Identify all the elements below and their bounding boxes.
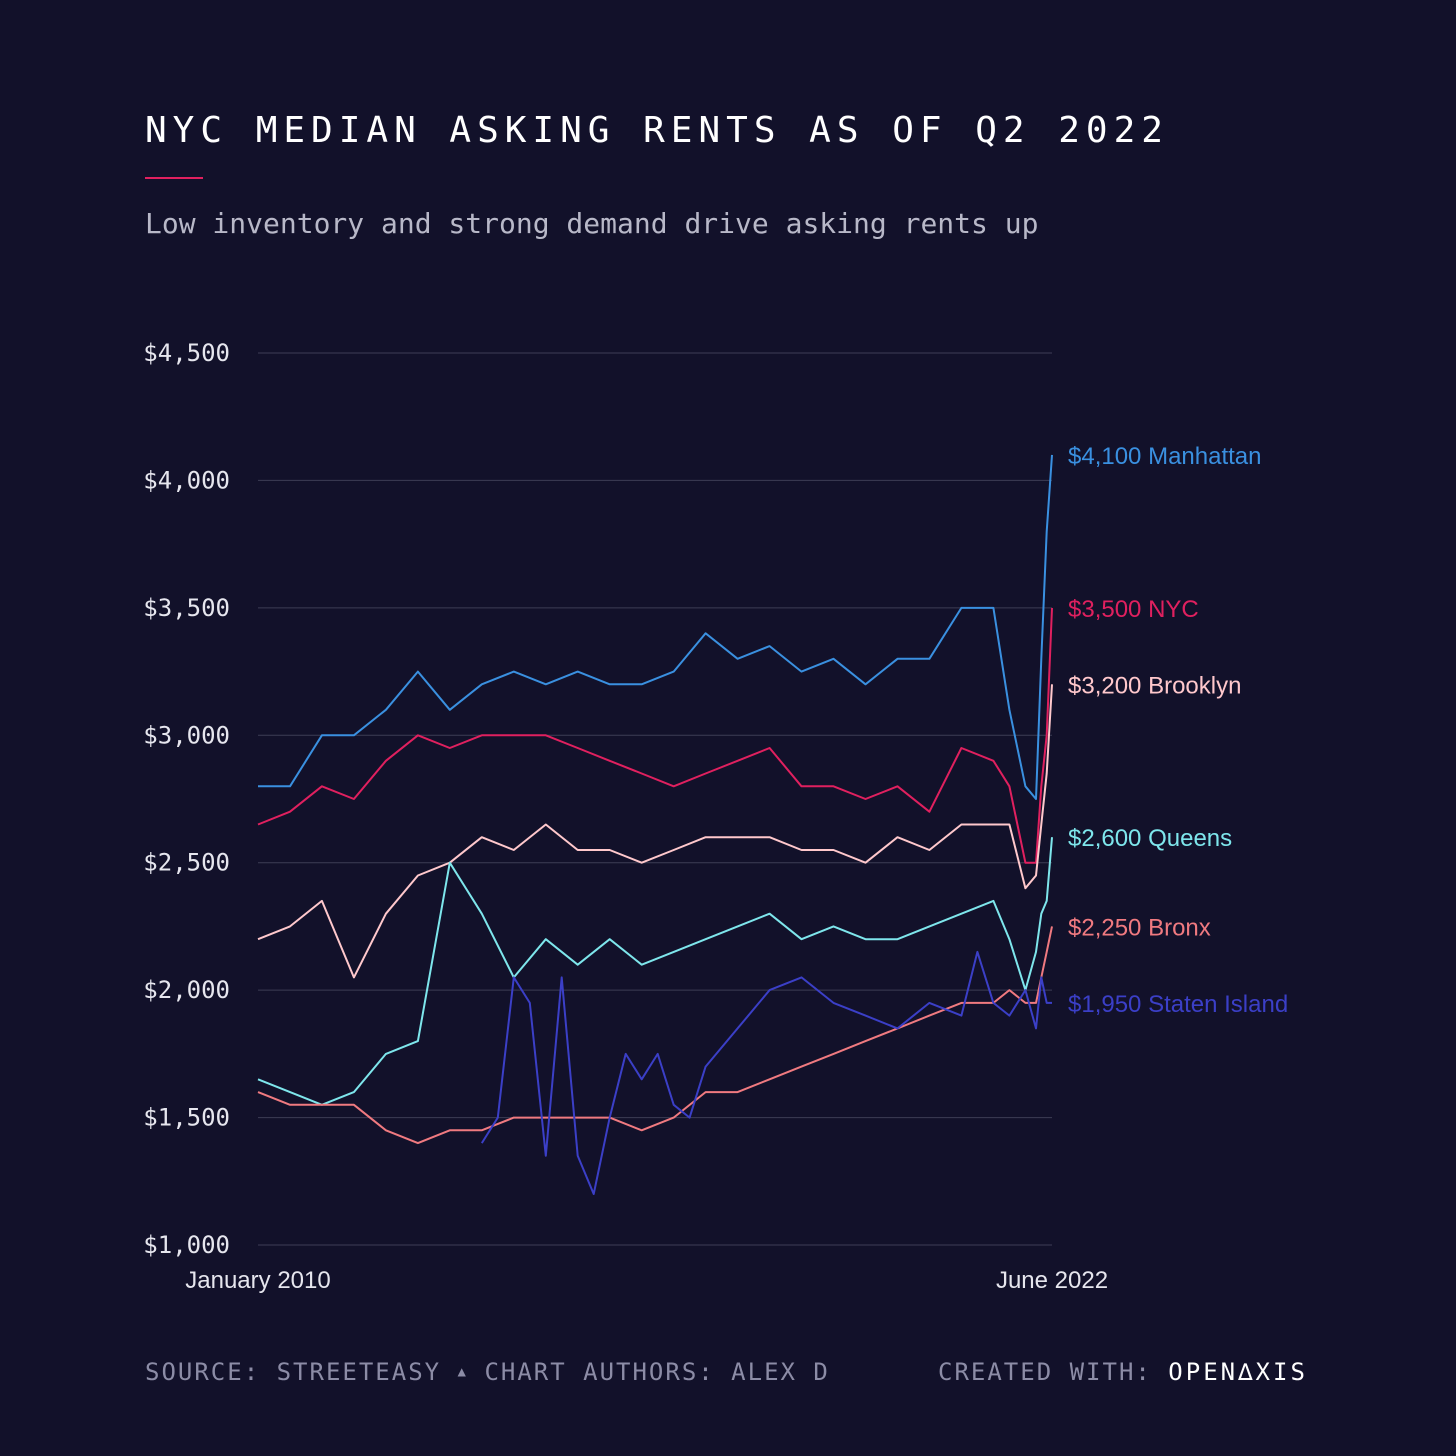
x-tick-label: January 2010	[185, 1267, 330, 1294]
openaxis-logo: OPEN∆XIS	[1168, 1358, 1308, 1386]
y-tick-label: $3,000	[143, 721, 230, 749]
series-line-staten-island	[480, 950, 1052, 1195]
series-line-bronx	[257, 926, 1053, 1145]
series-end-labels: $4,100 Manhattan $3,500 NYC $3,200 Brookly…	[1068, 443, 1288, 1018]
y-axis-ticks: $1,000 $1,500 $2,000 $2,500 $3,000 $3,500 $4,0…	[143, 339, 230, 1259]
y-tick-label: $4,500	[143, 339, 230, 367]
series-end-label: $1,950 Staten Island	[1068, 991, 1288, 1018]
y-tick-label: $1,500	[143, 1104, 230, 1132]
series-end-label: $2,600 Queens	[1068, 825, 1232, 852]
gridlines	[258, 352, 1052, 1246]
series-line-manhattan	[258, 454, 1053, 800]
footer-created-with: CREATED WITH: OPEN∆XIS	[938, 1358, 1308, 1386]
chart-title: NYC MEDIAN ASKING RENTS AS OF Q2 2022	[145, 110, 1169, 151]
separator-triangle: ▲	[457, 1364, 468, 1380]
y-tick-label: $2,500	[143, 849, 230, 877]
series-lines	[257, 454, 1053, 1195]
chart-subtitle: Low inventory and strong demand drive as…	[145, 207, 1039, 240]
y-tick-label: $3,500	[143, 594, 230, 622]
title-accent-rule	[145, 177, 203, 179]
y-tick-label: $2,000	[143, 976, 230, 1004]
series-end-label: $2,250 Bronx	[1068, 914, 1211, 941]
source-label: SOURCE: STREETEASY	[145, 1358, 442, 1386]
x-axis-ticks: January 2010 June 2022	[185, 1267, 1108, 1294]
series-line-queens	[257, 837, 1053, 1106]
series-line-nyc	[257, 607, 1053, 864]
series-line-brooklyn	[257, 684, 1053, 979]
x-tick-label: June 2022	[996, 1267, 1108, 1294]
series-end-label: $3,500 NYC	[1068, 596, 1199, 623]
series-end-label: $4,100 Manhattan	[1068, 443, 1262, 470]
y-tick-label: $4,000	[143, 466, 230, 494]
series-end-label: $3,200 Brooklyn	[1068, 672, 1241, 699]
created-with-label: CREATED WITH:	[938, 1358, 1152, 1386]
y-tick-label: $1,000	[143, 1231, 230, 1259]
authors-label: CHART AUTHORS: ALEX D	[484, 1358, 830, 1386]
footer-credits: SOURCE: STREETEASY ▲ CHART AUTHORS: ALEX…	[145, 1358, 830, 1386]
